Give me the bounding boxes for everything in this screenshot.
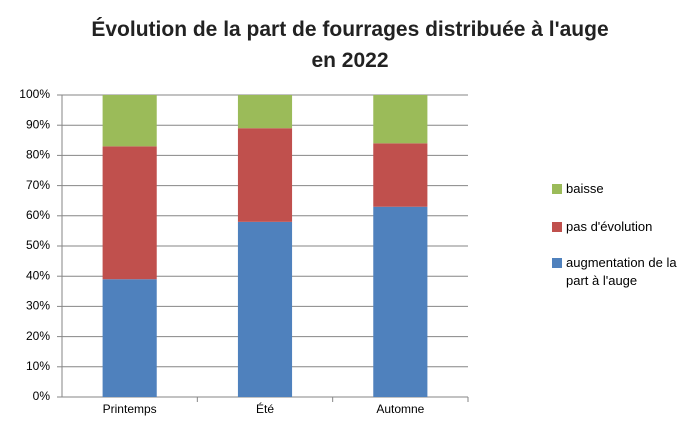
x-tick-label: Printemps	[103, 402, 157, 416]
y-tick-label: 80%	[26, 148, 50, 162]
y-tick-label: 20%	[26, 329, 50, 343]
y-tick-label: 40%	[26, 268, 50, 282]
bar-segment	[237, 221, 293, 397]
y-tick-label: 60%	[26, 208, 50, 222]
y-tick-label: 0%	[33, 389, 51, 403]
legend-label: pas d'évolution	[566, 219, 653, 234]
y-tick-label: 10%	[26, 359, 50, 373]
legend-entry: augmentation de la part à l'auge	[552, 254, 686, 290]
x-tick-label: Automne	[376, 402, 424, 416]
legend-entry: pas d'évolution	[552, 218, 686, 236]
y-tick-label: 50%	[26, 238, 50, 252]
bar-segment	[102, 146, 157, 280]
bar-segment	[373, 143, 428, 207]
legend-label: baisse	[566, 181, 604, 196]
legend-label: augmentation de la part à l'auge	[566, 255, 677, 288]
bar-segment	[102, 279, 157, 397]
x-tick-label: Été	[256, 401, 274, 416]
bar-segment	[237, 95, 293, 129]
bar-segment	[102, 95, 157, 147]
chart-title: Évolution de la part de fourrages distri…	[91, 18, 609, 72]
bar-segment	[373, 206, 428, 397]
y-tick-label: 30%	[26, 299, 50, 313]
y-tick-label: 70%	[26, 178, 50, 192]
legend-swatch	[552, 258, 562, 268]
y-tick-label: 100%	[19, 87, 50, 101]
legend-swatch	[552, 222, 562, 232]
legend-swatch	[552, 184, 562, 194]
bar-segment	[373, 95, 428, 144]
legend-entry: baisse	[552, 180, 686, 198]
bar-segment	[237, 128, 293, 222]
y-tick-label: 90%	[26, 117, 50, 131]
